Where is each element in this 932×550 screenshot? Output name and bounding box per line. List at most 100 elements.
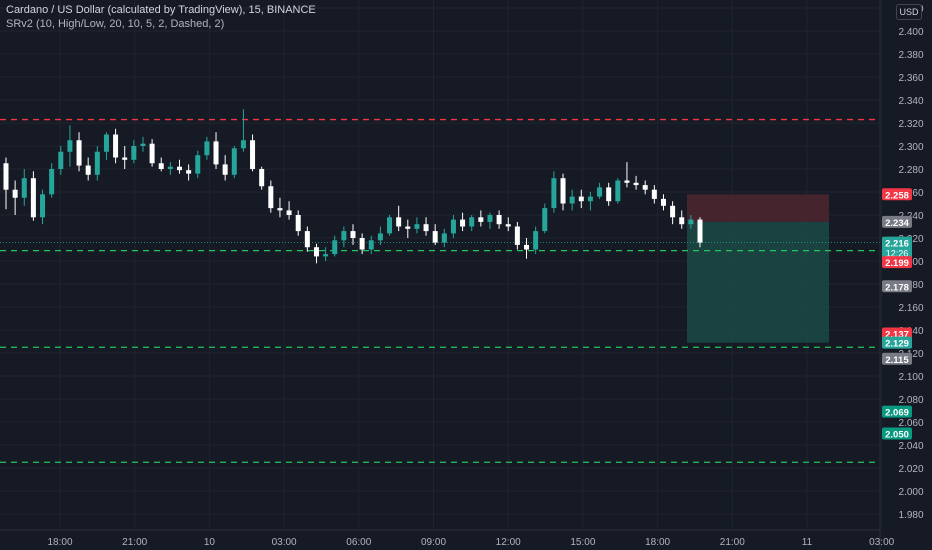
price-label-badge [882, 336, 912, 349]
time-tick-label: 03:00 [272, 537, 297, 548]
price-label-badge [882, 236, 912, 259]
candle-body [259, 169, 265, 187]
price-label-badge [882, 327, 912, 340]
price-label-text: 2.115 [885, 355, 909, 366]
candle-body [30, 178, 36, 218]
candle-body [533, 231, 539, 250]
candle-body [240, 140, 246, 149]
candle-body [222, 164, 228, 175]
candle-body [359, 238, 365, 250]
candle-body [624, 180, 630, 183]
price-label-badge [882, 280, 912, 293]
price-label-text: 2.069 [885, 408, 909, 419]
stop-loss-zone [687, 194, 829, 222]
candle-body [514, 226, 520, 245]
candle-body [450, 219, 456, 234]
price-label-badge [882, 427, 912, 440]
candle-body [368, 240, 374, 250]
time-tick-label: 03:00 [869, 537, 894, 548]
candle-body [405, 226, 411, 229]
candle-body [496, 215, 502, 225]
candle-body [177, 166, 182, 171]
price-label-text: 2.234 [885, 218, 909, 229]
price-tick-label: 2.280 [898, 165, 923, 176]
time-tick-label: 09:00 [421, 537, 446, 548]
candle-body [551, 178, 557, 209]
price-label-text: 2.199 [885, 258, 909, 269]
candle-body [49, 169, 55, 195]
candle-body [642, 185, 648, 190]
candle-body [606, 187, 612, 202]
price-tick-label: 2.400 [898, 27, 923, 38]
time-tick-label: 18:00 [645, 537, 670, 548]
candle-body [40, 194, 46, 218]
price-tick-label: 2.360 [898, 73, 923, 84]
candle-body [396, 217, 402, 227]
candle-body [103, 134, 109, 152]
candle-body [149, 143, 155, 164]
time-tick-label: 21:00 [720, 537, 745, 548]
candle-body [505, 224, 511, 227]
price-label-text: 2.050 [885, 430, 909, 441]
price-label-badge [882, 352, 912, 365]
candle-body [441, 233, 447, 243]
price-label-text: 2.178 [885, 282, 909, 293]
currency-button[interactable]: USD [896, 4, 922, 20]
candle-body [670, 205, 676, 218]
price-axis[interactable]: 2.4202.4002.3802.3602.3402.3202.3002.280… [879, 0, 924, 550]
price-label-badge [882, 215, 912, 228]
price-label-badge [882, 256, 912, 269]
price-label-text: 2.258 [885, 190, 909, 201]
candle-body [651, 189, 657, 199]
candle-body [469, 217, 475, 227]
candle-body [560, 178, 566, 204]
candle-body [697, 219, 703, 243]
indicator-legend[interactable]: SRv2 (10, High/Low, 20, 10, 5, 2, Dashed… [6, 18, 225, 30]
position-tool[interactable] [687, 194, 829, 343]
time-tick-label: 15:00 [570, 537, 595, 548]
candle-body [478, 217, 484, 222]
candle-body [140, 143, 146, 146]
candlestick-series [3, 109, 703, 264]
candle-body [122, 157, 128, 160]
price-tick-label: 2.040 [898, 441, 923, 452]
price-label-badge [882, 188, 912, 201]
time-axis[interactable]: 18:00 21:00 10 03:00 06:00 09:00 12:00 15:00 18:… [0, 529, 895, 548]
candle-body [204, 141, 210, 156]
candle-body [350, 231, 356, 238]
price-label-badge [882, 405, 912, 418]
candle-body [387, 217, 393, 234]
candle-body [597, 187, 603, 197]
candle-body [487, 215, 493, 222]
candle-body [250, 140, 256, 169]
candle-body [432, 231, 438, 243]
time-tick-label: 06:00 [346, 537, 371, 548]
candle-body [85, 165, 91, 175]
price-tick-label: 2.380 [898, 50, 923, 61]
candle-body [158, 163, 164, 169]
price-label-text: 2.216 [885, 239, 909, 250]
price-tick-label: 2.300 [898, 142, 923, 153]
candle-body [304, 231, 310, 248]
candle-body [569, 196, 575, 204]
price-tick-label: 1.980 [898, 510, 923, 521]
candle-body [313, 247, 319, 257]
candle-body [113, 134, 119, 158]
price-label-text: 2.137 [885, 329, 909, 340]
candle-body [423, 224, 429, 232]
price-tick-label: 2.320 [898, 119, 923, 130]
price-tick-label: 2.020 [898, 464, 923, 475]
countdown-label: 12:26 [886, 249, 909, 259]
candle-body [587, 196, 593, 202]
candle-body [323, 254, 329, 257]
candle-body [94, 151, 100, 175]
candle-body [21, 178, 27, 198]
symbol-title[interactable]: Cardano / US Dollar (calculated by Tradi… [6, 4, 316, 16]
candle-body [213, 141, 219, 165]
time-tick-label: 18:00 [47, 537, 72, 548]
candle-body [268, 186, 274, 209]
price-tick-label: 2.160 [898, 303, 923, 314]
candle-body [231, 148, 237, 175]
candle-body [524, 244, 529, 250]
